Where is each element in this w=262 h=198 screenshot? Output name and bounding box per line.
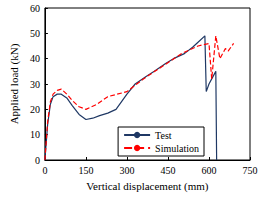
svg-text:60: 60 [30, 3, 40, 14]
svg-text:20: 20 [30, 104, 40, 115]
svg-text:0: 0 [42, 165, 47, 176]
svg-text:Simulation: Simulation [155, 143, 199, 154]
svg-text:300: 300 [119, 165, 134, 176]
svg-text:0: 0 [35, 155, 40, 166]
svg-text:Test: Test [155, 130, 172, 141]
svg-text:Applied load (kN): Applied load (kN) [8, 43, 21, 124]
svg-text:30: 30 [30, 79, 40, 90]
svg-text:50: 50 [30, 28, 40, 39]
svg-text:450: 450 [160, 165, 175, 176]
svg-text:600: 600 [201, 165, 216, 176]
svg-text:150: 150 [78, 165, 93, 176]
svg-text:750: 750 [243, 165, 258, 176]
svg-text:10: 10 [30, 129, 40, 140]
svg-text:40: 40 [30, 53, 40, 64]
svg-text:Vertical displacement (mm): Vertical displacement (mm) [86, 180, 209, 193]
